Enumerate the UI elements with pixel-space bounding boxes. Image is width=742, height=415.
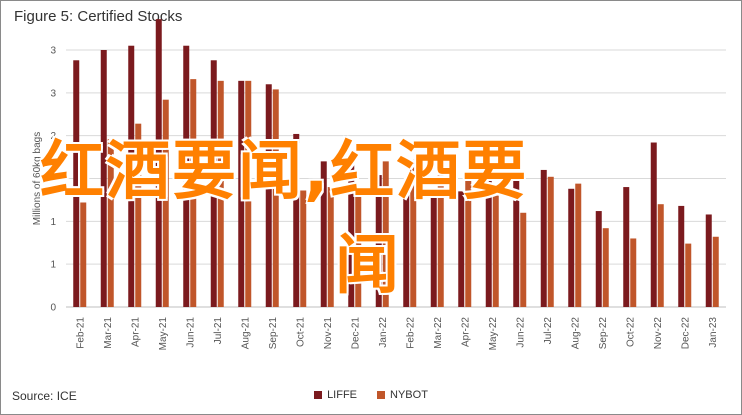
bar-nybot: [492, 195, 499, 307]
bar-nybot: [107, 139, 114, 307]
bar-nybot: [575, 183, 582, 307]
x-tick-label: Aug-21: [240, 317, 251, 350]
bar-nybot: [217, 80, 224, 307]
bar-nybot: [547, 176, 554, 307]
bar-liffe: [705, 214, 712, 307]
bar-liffe: [540, 169, 547, 307]
legend-label-nybot: NYBOT: [390, 389, 428, 401]
x-tick-label: Apr-22: [460, 317, 471, 347]
x-tick-label: Aug-22: [570, 317, 581, 350]
bar-liffe: [293, 133, 300, 307]
bar-nybot: [437, 169, 444, 307]
bar-liffe: [73, 60, 80, 307]
x-tick-label: May-22: [488, 317, 499, 351]
x-tick-label: Nov-22: [653, 317, 664, 350]
x-tick-label: Jul-21: [213, 317, 224, 345]
bar-nybot: [382, 161, 389, 307]
bar-liffe: [650, 142, 657, 307]
y-tick-label: 0: [50, 303, 56, 314]
chart-title: Figure 5: Certified Stocks: [14, 8, 183, 25]
x-tick-label: Jul-22: [543, 317, 554, 345]
bar-liffe: [238, 80, 245, 307]
x-tick-label: Jan-23: [708, 317, 719, 348]
legend-item-liffe: LIFFE: [314, 389, 357, 401]
bar-nybot: [520, 212, 527, 307]
bar-liffe: [403, 187, 410, 307]
x-tick-label: Dec-22: [680, 317, 691, 350]
legend-swatch-liffe: [314, 391, 323, 399]
y-tick-label: 1: [50, 217, 56, 228]
x-tick-label: Sep-21: [268, 317, 279, 350]
bar-nybot: [300, 190, 307, 307]
bar-liffe: [678, 205, 685, 307]
x-tick-label: Feb-22: [405, 317, 416, 349]
bar-nybot: [327, 187, 334, 307]
bar-liffe: [183, 45, 190, 307]
x-tick-label: Apr-21: [130, 317, 141, 347]
bar-liffe: [623, 187, 630, 307]
legend-item-nybot: NYBOT: [377, 389, 428, 401]
bar-liffe: [458, 191, 465, 307]
bar-liffe: [485, 169, 492, 307]
y-tick-label: 2: [50, 131, 56, 142]
bar-liffe: [430, 197, 437, 307]
x-tick-label: Mar-22: [433, 317, 444, 349]
bar-nybot: [80, 202, 87, 307]
legend-swatch-nybot: [377, 391, 386, 399]
x-tick-label: Oct-22: [625, 317, 636, 347]
y-axis-label: Millions of 60kg bags: [32, 132, 43, 225]
legend: LIFFE NYBOT: [0, 389, 742, 401]
bar-liffe: [265, 84, 272, 308]
x-tick-label: Oct-21: [295, 317, 306, 347]
bar-liffe: [595, 211, 602, 307]
x-tick-label: Jun-21: [185, 317, 196, 348]
y-tick-label: 1: [50, 260, 56, 271]
bar-nybot: [465, 178, 472, 307]
bar-liffe: [375, 175, 382, 307]
bar-nybot: [355, 195, 362, 307]
bar-liffe: [155, 19, 162, 307]
x-tick-label: Jun-22: [515, 317, 526, 348]
bar-nybot: [657, 204, 664, 307]
watermark-line-2: 闻: [335, 229, 401, 303]
y-tick-label: 2: [50, 174, 56, 185]
x-tick-label: Nov-21: [323, 317, 334, 350]
x-tick-label: Jan-22: [378, 317, 389, 348]
source-note: Source: ICE: [12, 389, 77, 403]
bar-nybot: [602, 228, 609, 307]
bar-liffe: [100, 50, 107, 307]
legend-label-liffe: LIFFE: [327, 389, 358, 401]
bar-liffe: [210, 60, 217, 307]
bar-nybot: [135, 123, 142, 307]
bar-liffe: [513, 161, 520, 307]
x-tick-label: Feb-21: [75, 317, 86, 349]
x-tick-label: Sep-22: [598, 317, 609, 350]
x-tick-label: Dec-21: [350, 317, 361, 350]
bar-liffe: [320, 161, 327, 307]
bar-nybot: [410, 159, 417, 307]
x-tick-label: Mar-21: [103, 317, 114, 349]
bar-nybot: [630, 238, 637, 307]
bar-nybot: [272, 89, 279, 307]
bar-nybot: [685, 243, 692, 307]
y-tick-label: 3: [50, 46, 56, 57]
bar-nybot: [162, 99, 169, 307]
bar-nybot: [712, 236, 719, 307]
y-tick-label: 3: [50, 88, 56, 99]
bar-nybot: [190, 79, 197, 307]
x-tick-label: May-21: [158, 317, 169, 351]
bar-nybot: [245, 80, 252, 307]
watermark-line-1: 红酒要闻,红酒要: [40, 135, 529, 209]
bar-liffe: [568, 188, 575, 307]
bar-liffe: [348, 161, 355, 307]
bar-liffe: [128, 45, 135, 307]
